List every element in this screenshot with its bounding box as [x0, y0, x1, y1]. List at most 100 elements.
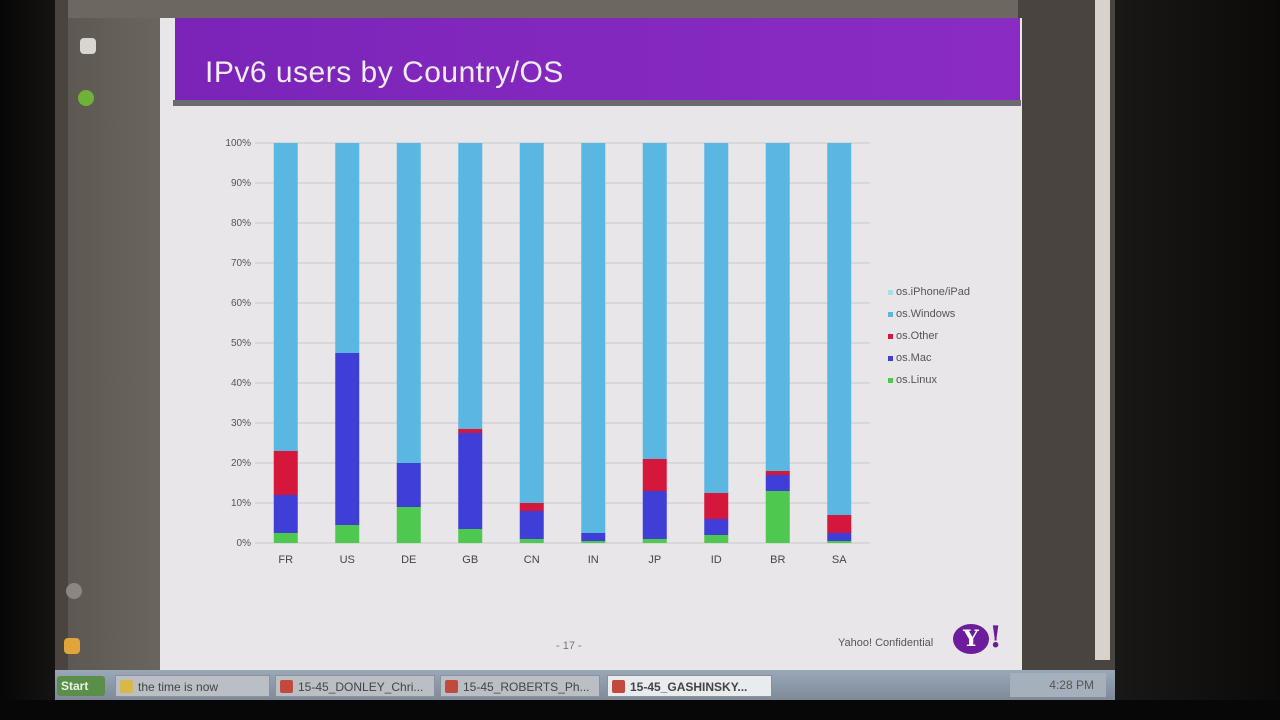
bar-segment-cn-oslinux	[519, 539, 544, 543]
attachment-icon[interactable]	[66, 583, 82, 599]
bar-segment-cn-osother	[519, 503, 544, 511]
taskbar-item-label: 15-45_GASHINSKY...	[630, 680, 748, 694]
pdf-icon	[612, 680, 625, 693]
bar-segment-jp-osmac	[642, 491, 667, 539]
taskbar-item[interactable]: the time is now	[115, 675, 270, 697]
y-axis-ticks: 0% 10% 20% 30% 40% 50% 60% 70% 80% 90% 100%	[225, 138, 251, 549]
bar-segment-cn-osmac	[519, 511, 544, 539]
bar-segment-gb-oslinux	[458, 529, 483, 543]
y-tick-label: 20%	[231, 458, 251, 469]
bar-segment-br-osother	[765, 471, 790, 475]
bar-segment-jp-oslinux	[642, 539, 667, 543]
y-tick-label: 70%	[231, 258, 251, 269]
bar-segment-sa-osother	[827, 515, 852, 533]
legend-swatch	[888, 355, 893, 361]
x-tick-label: GB	[462, 554, 478, 566]
bar-segment-de-osmac	[396, 463, 421, 507]
taskbar-item-label: the time is now	[138, 680, 219, 694]
legend-label: os.iPhone/iPad	[896, 286, 970, 298]
bar-segment-id-osmac	[704, 519, 729, 535]
bar-segment-id-oswindows	[704, 143, 729, 493]
legend-item: os.Linux	[888, 374, 937, 386]
y-tick-label: 30%	[231, 418, 251, 429]
yahoo-logo: Y	[953, 624, 989, 654]
taskbar-item[interactable]: 15-45_ROBERTS_Ph...	[440, 675, 600, 697]
x-tick-label: SA	[832, 554, 847, 566]
bar-segment-sa-oslinux	[827, 541, 852, 543]
yahoo-logo-bang: !	[989, 620, 1003, 655]
x-tick-label: DE	[401, 554, 416, 566]
legend-item: os.iPhone/iPad	[888, 286, 970, 298]
folder-icon[interactable]	[64, 638, 80, 654]
legend-label: os.Linux	[896, 374, 937, 386]
folder-icon	[120, 680, 133, 693]
legend-swatch	[888, 333, 893, 339]
taskbar-item[interactable]: 15-45_GASHINSKY...	[607, 675, 772, 697]
legend-item: os.Windows	[888, 308, 955, 320]
bar-segment-fr-osmac	[273, 495, 298, 533]
confidential-note: Yahoo! Confidential	[838, 637, 934, 649]
taskbar-item[interactable]: 15-45_DONLEY_Chri...	[275, 675, 435, 697]
y-tick-label: 90%	[231, 178, 251, 189]
bar-segment-br-oswindows	[765, 143, 790, 471]
x-axis-ticks: FR US DE GB CN IN JP ID BR SA	[278, 554, 847, 566]
legend-label: os.Windows	[896, 308, 956, 320]
bar-segment-fr-osother	[273, 451, 298, 495]
x-tick-label: CN	[524, 554, 540, 566]
pdf-icon	[445, 680, 458, 693]
bar-segment-fr-oslinux	[273, 533, 298, 543]
bar-segment-us-oslinux	[335, 525, 360, 543]
bar-segment-id-oslinux	[704, 535, 729, 543]
header-rule	[173, 100, 1021, 106]
start-button[interactable]: Start	[57, 676, 105, 696]
bar-segment-us-oswindows	[335, 143, 360, 353]
bar-segment-gb-osother	[458, 429, 483, 433]
y-tick-label: 60%	[231, 298, 251, 309]
legend-swatch	[888, 289, 893, 295]
y-tick-label: 100%	[225, 138, 251, 149]
bar-segment-sa-oswindows	[827, 143, 852, 515]
x-tick-label: JP	[648, 554, 661, 566]
slide-title: IPv6 users by Country/OS	[205, 56, 564, 89]
viewer-toolbar	[68, 0, 1018, 18]
taskbar-item-label: 15-45_ROBERTS_Ph...	[463, 680, 590, 694]
bar-segment-sa-osmac	[827, 533, 852, 541]
bar-segment-in-osmac	[581, 533, 606, 541]
pdf-icon	[280, 680, 293, 693]
bar-segment-us-osmac	[335, 353, 360, 525]
legend-item: os.Mac	[888, 352, 931, 364]
taskbar-item-label: 15-45_DONLEY_Chri...	[298, 680, 424, 694]
bar-segment-jp-oswindows	[642, 143, 667, 459]
right-dark-border	[1115, 0, 1280, 720]
bars	[273, 143, 852, 543]
vertical-scrollbar[interactable]	[1095, 0, 1110, 660]
bar-segment-de-oswindows	[396, 143, 421, 463]
x-tick-label: US	[340, 554, 355, 566]
legend-swatch	[888, 377, 893, 383]
page-thumbnail-icon[interactable]	[80, 38, 96, 54]
bookmark-icon[interactable]	[78, 90, 94, 106]
y-tick-label: 0%	[237, 538, 252, 549]
viewer-side-panel	[64, 18, 160, 673]
taskbar-clock: 4:28 PM	[1010, 673, 1106, 697]
legend-item: os.Other	[888, 330, 938, 342]
y-tick-label: 50%	[231, 338, 251, 349]
bar-segment-in-oslinux	[581, 541, 606, 543]
bottom-dark-border	[0, 700, 1280, 720]
bar-segment-br-oslinux	[765, 491, 790, 543]
y-tick-label: 40%	[231, 378, 251, 389]
bar-segment-cn-oswindows	[519, 143, 544, 503]
bar-segment-br-osmac	[765, 475, 790, 491]
page-number: - 17 -	[556, 640, 582, 652]
slide: IPv6 users by Country/OS 0% 10% 20% 30% 40% 5…	[160, 18, 1022, 670]
x-tick-label: ID	[711, 554, 722, 566]
y-tick-label: 10%	[231, 498, 251, 509]
left-dark-border	[0, 0, 55, 720]
x-tick-label: BR	[770, 554, 785, 566]
bar-segment-fr-oswindows	[273, 143, 298, 451]
bar-segment-jp-osother	[642, 459, 667, 491]
bar-segment-gb-osmac	[458, 433, 483, 529]
x-tick-label: IN	[588, 554, 599, 566]
stacked-bar-chart: 0% 10% 20% 30% 40% 50% 60% 70% 80% 90% 100% FR US DE…	[225, 138, 870, 566]
legend-label: os.Other	[896, 330, 939, 342]
